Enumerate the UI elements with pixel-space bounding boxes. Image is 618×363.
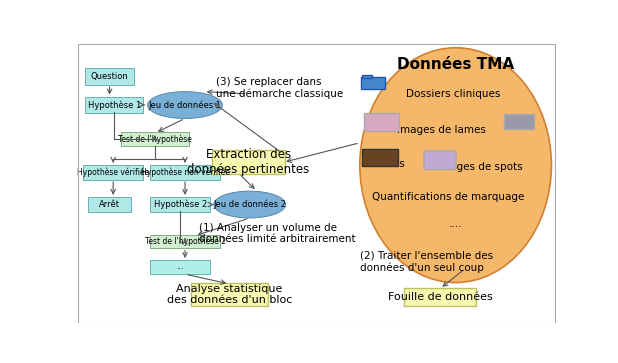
Ellipse shape — [360, 48, 551, 282]
Text: Test de l'hypothèse: Test de l'hypothèse — [118, 135, 192, 144]
FancyBboxPatch shape — [404, 288, 476, 306]
Text: Quantifications de marquage: Quantifications de marquage — [372, 192, 525, 202]
FancyBboxPatch shape — [150, 260, 210, 274]
FancyBboxPatch shape — [363, 113, 399, 131]
Text: Arrêt: Arrêt — [99, 200, 120, 209]
FancyBboxPatch shape — [85, 97, 143, 113]
FancyBboxPatch shape — [504, 114, 534, 129]
Text: (2) Traiter l'ensemble des
données d'un seul coup: (2) Traiter l'ensemble des données d'un … — [360, 250, 493, 273]
Text: Hypothèse vérifiée: Hypothèse vérifiée — [77, 168, 150, 177]
Text: Analyse statistique
des données d'un bloc: Analyse statistique des données d'un blo… — [167, 284, 292, 305]
FancyBboxPatch shape — [362, 149, 397, 166]
FancyBboxPatch shape — [121, 132, 189, 146]
FancyBboxPatch shape — [213, 150, 285, 174]
Text: Extraction des
données pertinentes: Extraction des données pertinentes — [187, 148, 310, 176]
FancyBboxPatch shape — [88, 197, 132, 212]
Text: Données TMA: Données TMA — [397, 57, 514, 72]
FancyBboxPatch shape — [362, 77, 385, 89]
FancyBboxPatch shape — [83, 165, 143, 180]
Text: ....: .... — [449, 219, 462, 229]
FancyBboxPatch shape — [85, 68, 133, 85]
FancyBboxPatch shape — [150, 235, 220, 248]
Text: (3) Se replacer dans
une démarche classique: (3) Se replacer dans une démarche classi… — [216, 77, 344, 99]
Text: Hypothèse non vérifiée: Hypothèse non vérifiée — [140, 168, 229, 177]
Ellipse shape — [148, 91, 222, 118]
Ellipse shape — [214, 191, 286, 218]
Text: Jeu de données 2: Jeu de données 2 — [213, 200, 286, 209]
FancyBboxPatch shape — [150, 197, 210, 212]
Text: Question: Question — [91, 72, 129, 81]
Text: Images de lames: Images de lames — [397, 125, 486, 135]
Text: Hypothèse 2: Hypothèse 2 — [154, 200, 207, 209]
FancyBboxPatch shape — [191, 283, 268, 306]
FancyBboxPatch shape — [362, 75, 373, 78]
Text: Hypothèse 1: Hypothèse 1 — [88, 100, 141, 110]
Text: Fouille de données: Fouille de données — [387, 292, 493, 302]
Text: Dossiers cliniques: Dossiers cliniques — [406, 89, 501, 99]
Text: ...: ... — [176, 262, 184, 272]
FancyBboxPatch shape — [424, 151, 456, 170]
Text: Images de spots: Images de spots — [437, 162, 522, 172]
Text: Jeu de données 1: Jeu de données 1 — [148, 100, 221, 110]
Text: (1) Analyser un volume de
données limité arbitrairement: (1) Analyser un volume de données limité… — [200, 223, 356, 244]
Text: Blocs: Blocs — [377, 159, 405, 169]
Text: Test de l'hypothèse 2: Test de l'hypothèse 2 — [145, 237, 226, 246]
FancyBboxPatch shape — [150, 165, 220, 180]
